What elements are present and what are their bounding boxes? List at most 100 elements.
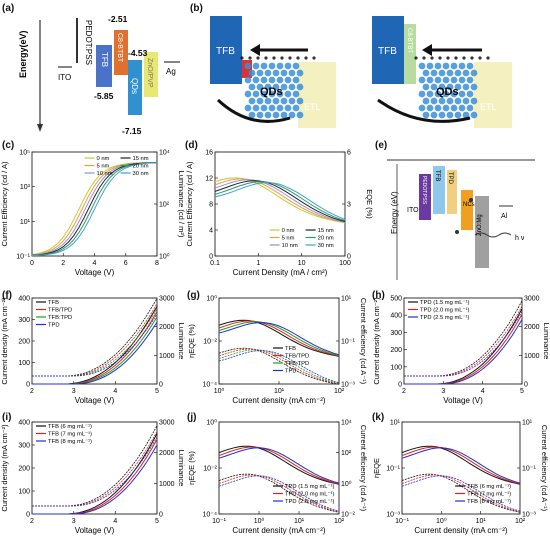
znopvp-label: ZnO/PVP [146, 58, 153, 88]
qd-dot [260, 90, 268, 98]
series-group [31, 162, 158, 257]
panel-label-d: (d) [185, 140, 198, 151]
qd-dot [256, 111, 264, 119]
x-tick-label: 3 [441, 388, 445, 395]
x-axis-label: Voltage (V) [75, 526, 115, 535]
charge-dot [280, 56, 284, 60]
series-line [218, 446, 340, 485]
x-tick-label: 5 [520, 388, 524, 395]
x-tick-label: 2 [30, 518, 34, 525]
y2-tick-label: 10¹ [341, 296, 352, 303]
series-line [218, 319, 340, 357]
qd-dot [462, 83, 470, 91]
series-group [218, 319, 340, 385]
legend-entry: TFB [48, 300, 59, 306]
y2-axis-label: Current efficiency (cd A⁻¹) [540, 425, 549, 512]
series-line [214, 179, 346, 223]
qd-dot [248, 83, 256, 91]
qd-dot [256, 69, 264, 77]
x-axis-label: Voltage (V) [75, 268, 115, 277]
y2-tick-label: 2000 [159, 450, 175, 457]
qd-dot [462, 111, 470, 119]
legend-entry: TFB [285, 346, 296, 352]
panel-label-i: (i) [2, 412, 12, 423]
y2-axis-label: Luminance [177, 323, 186, 360]
y2-tick-label: 10⁻³ [522, 512, 536, 519]
charge-dot [296, 56, 300, 60]
legend-entry: 20 nm [318, 236, 334, 242]
y2-tick-label: 2000 [159, 324, 175, 331]
qd-dot [422, 69, 430, 77]
series-group [401, 445, 521, 513]
series-line [218, 320, 340, 357]
qd-dot [442, 90, 450, 98]
series-line-secondary [32, 298, 158, 377]
energy-axis-label: Energy(eV) [18, 30, 28, 78]
qd-dot [426, 104, 434, 112]
series-line-secondary [218, 347, 340, 385]
qd-dot [288, 69, 296, 77]
y2-tick-label: 10⁻¹ [522, 466, 536, 473]
plot-frame [218, 297, 340, 385]
qd-dot [466, 104, 474, 112]
charge-dot [272, 56, 276, 60]
qd-dot [264, 97, 272, 105]
qd-dot [284, 90, 292, 98]
qd-dot [458, 104, 466, 112]
schematic-left-qds: QDs [260, 86, 283, 98]
qd-dot [268, 62, 276, 70]
qd-dot [248, 69, 256, 77]
legend-entry: 20 nm [133, 164, 149, 170]
y-axis-label: Current Efficiency (cd / A) [0, 161, 9, 246]
qd-dot [256, 97, 264, 105]
qd-dot [268, 90, 276, 98]
level-label-1: -2.51 [108, 14, 128, 24]
qds-label: QDs [130, 78, 139, 94]
series-line-secondary [32, 431, 158, 507]
y-tick-label: 200 [18, 339, 30, 346]
qd-dot [462, 69, 470, 77]
series-line [401, 447, 521, 484]
hv-label: h ν [515, 235, 525, 242]
y-tick-label: 200 [390, 347, 402, 354]
series-line [218, 447, 340, 484]
y-tick-label: 10¹ [20, 219, 31, 226]
charge-dot [312, 56, 316, 60]
y-tick-label: 10⁻² [203, 466, 217, 473]
legend-entry: TPD (1.5 mg mL⁻¹) [285, 484, 335, 490]
legend-entry: TFB (6 mg mL⁻¹) [48, 424, 92, 430]
qd-dot [292, 104, 300, 112]
y-tick-label: 0 [398, 382, 402, 389]
charge-dot [478, 56, 482, 60]
qd-dot [446, 69, 454, 77]
qd-dot [438, 69, 446, 77]
qd-dot [272, 97, 280, 105]
y-tick-label: 10⁻⁴ [203, 382, 218, 389]
y2-axis-label: Luminance (cd / m²) [177, 171, 185, 238]
legend-entry: TFB (8 mg mL⁻¹) [48, 439, 92, 445]
qd-dot [264, 83, 272, 91]
chart-j: 10⁻¹ 10⁰ 10¹ 10² 10⁻⁴ 10⁻² 10⁰ 10⁻² 10⁰ 10² 10⁴ Cur… [187, 419, 368, 536]
x-tick-label: 4 [113, 518, 117, 525]
qd-dot [264, 69, 272, 77]
series-group [32, 425, 158, 515]
qd-dot [280, 69, 288, 77]
qd-dot [458, 76, 466, 84]
y-tick-label: 10⁻¹ [386, 466, 400, 473]
y2-axis-label: Current efficiency (cd A⁻¹) [359, 425, 368, 512]
series-line [214, 181, 346, 222]
legend-entry: 10 nm [282, 243, 298, 249]
chart-h: 2 3 4 501002003004005000100020003000Voltage… [372, 296, 550, 406]
band-axis-label: Energy (eV) [390, 191, 399, 234]
qd-dot [422, 97, 430, 105]
charge-dot [248, 56, 252, 60]
schematic-right-tfb: TFB [378, 46, 397, 57]
y-tick-label: 10⁻⁴ [203, 512, 218, 519]
qd-dot [292, 90, 300, 98]
qd-dot [292, 76, 300, 84]
series-line [31, 162, 158, 257]
y2-axis-label: EQE (%) [365, 189, 374, 219]
y-tick-label: 100 [18, 360, 30, 367]
qd-dot [442, 104, 450, 112]
